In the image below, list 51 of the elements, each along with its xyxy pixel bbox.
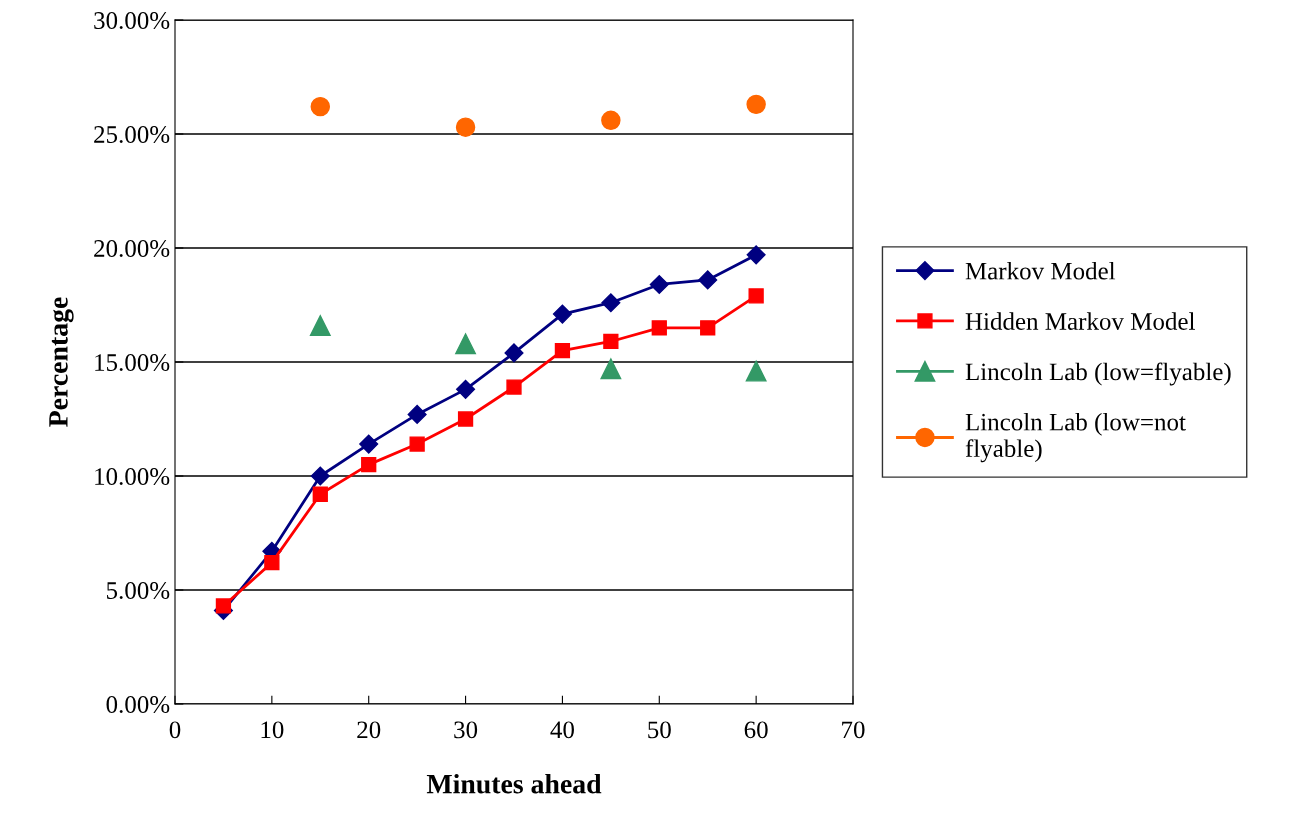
point <box>601 293 621 313</box>
point <box>700 320 716 336</box>
x-tick-label: 0 <box>169 721 181 739</box>
point <box>506 379 522 395</box>
legend-label: Lincoln Lab (low=flyable) <box>965 362 1231 386</box>
legend-label: Hidden Markov Model <box>965 312 1195 330</box>
x-tick-label: 30 <box>454 721 478 739</box>
x-tick-label: 20 <box>357 721 381 739</box>
x-tick-label: 60 <box>744 721 768 739</box>
point <box>361 456 377 473</box>
point <box>407 404 427 424</box>
point <box>457 411 474 427</box>
y-tick-label: 0.00% <box>106 696 170 714</box>
point <box>601 110 621 131</box>
point <box>456 379 476 399</box>
point <box>310 96 331 117</box>
x-tick-label: 70 <box>842 721 865 739</box>
point <box>215 598 232 614</box>
point <box>746 94 766 115</box>
y-tick-label: 30.00% <box>94 12 170 30</box>
x-tick-label: 50 <box>648 721 671 739</box>
x-axis-title: Minutes ahead <box>426 773 602 794</box>
legend-label: Markov Model <box>965 261 1116 280</box>
point <box>455 117 476 137</box>
point <box>409 436 425 452</box>
point <box>312 486 328 502</box>
point <box>455 333 476 355</box>
point <box>504 343 524 363</box>
point <box>554 342 571 359</box>
point <box>748 288 764 304</box>
point <box>552 304 572 324</box>
point <box>649 274 669 295</box>
y-tick-label: 10.00% <box>95 468 170 486</box>
y-tick-label: 25.00% <box>94 126 170 144</box>
point <box>746 245 766 265</box>
y-tick-label: 15.00% <box>95 354 170 372</box>
legend-label: Lincoln Lab (low=not flyable) <box>965 412 1186 463</box>
point <box>359 434 379 454</box>
x-tick-label: 10 <box>261 721 284 739</box>
y-tick-label: 20.00% <box>94 240 170 258</box>
x-tick-label: 40 <box>550 721 574 739</box>
point <box>651 320 667 336</box>
point <box>310 466 330 486</box>
y-axis-title: Percentage <box>49 297 74 427</box>
point <box>309 315 331 336</box>
point <box>603 333 619 350</box>
point <box>600 358 622 380</box>
point <box>264 555 280 571</box>
y-tick-label: 5.00% <box>107 582 170 600</box>
point <box>698 270 718 290</box>
point <box>745 360 767 382</box>
